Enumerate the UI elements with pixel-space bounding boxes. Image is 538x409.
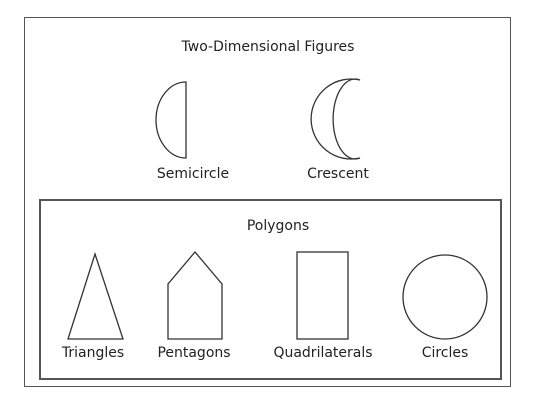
- polygon-label-pentagons: Pentagons: [157, 345, 231, 361]
- polygon-label-triangles: Triangles: [61, 345, 125, 361]
- polygon-label-circles: Circles: [421, 345, 469, 361]
- semicircle-icon: [155, 81, 187, 159]
- circle-icon: [402, 254, 488, 340]
- rectangle-icon: [296, 251, 349, 340]
- triangle-icon: [67, 251, 124, 340]
- crescent-icon: [310, 78, 361, 160]
- polygons-group: [39, 199, 502, 380]
- polygon-label-quadrilaterals: Quadrilaterals: [273, 345, 373, 361]
- polygons-title: Polygons: [246, 218, 310, 234]
- pentagon-icon: [167, 250, 223, 340]
- diagram-title: Two-Dimensional Figures: [181, 39, 355, 55]
- figure-label-crescent: Crescent: [307, 166, 369, 182]
- figure-label-semicircle: Semicircle: [156, 166, 230, 182]
- two-dimensional-figures-group: [24, 17, 511, 387]
